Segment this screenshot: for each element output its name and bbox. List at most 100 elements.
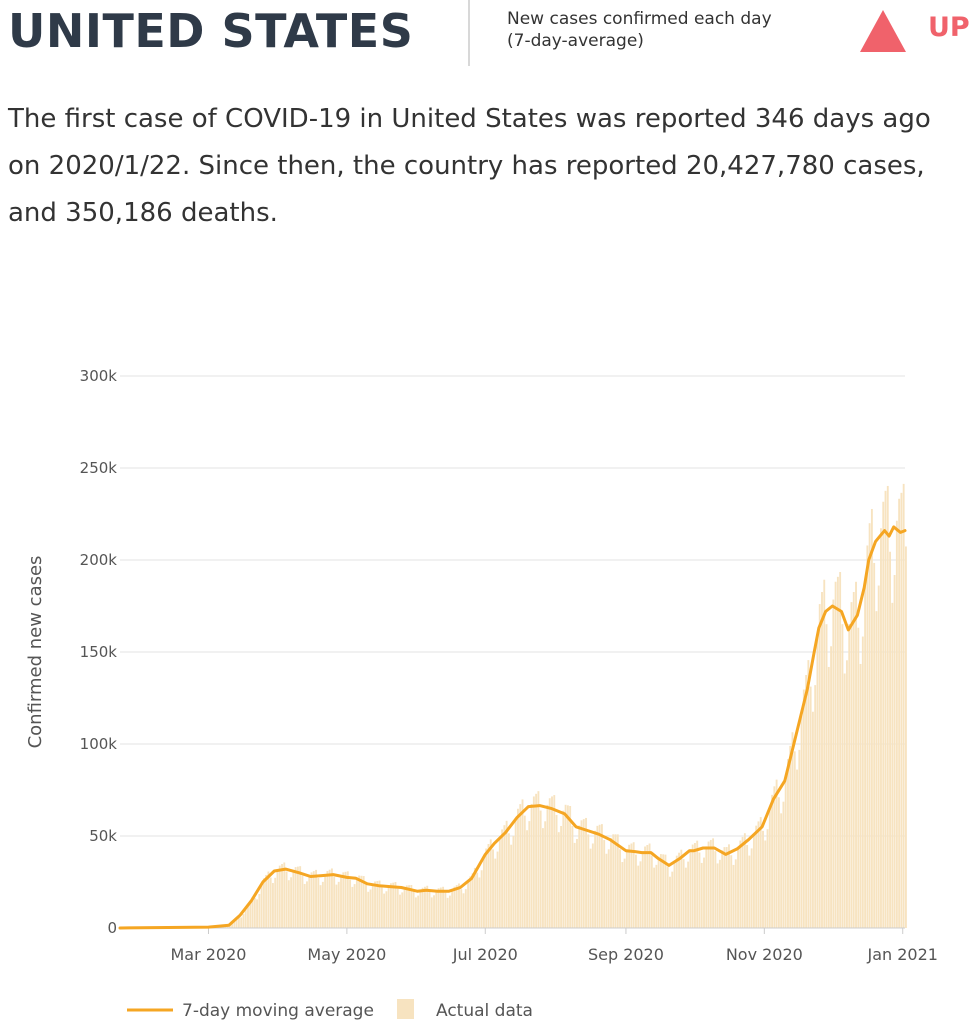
- actual-data-bar: [528, 821, 531, 928]
- actual-data-bar: [324, 874, 327, 928]
- actual-data-bar: [553, 795, 556, 928]
- actual-data-bar: [306, 881, 308, 928]
- actual-data-bar: [848, 623, 851, 928]
- actual-data-bar: [784, 777, 787, 928]
- summary-text: The first case of COVID-19 in United Sta…: [8, 104, 931, 228]
- actual-data-bar: [358, 875, 361, 928]
- actual-data-bar: [886, 485, 889, 928]
- actual-data-bar: [734, 859, 737, 928]
- actual-data-bar: [489, 839, 492, 928]
- actual-data-bar: [478, 877, 481, 928]
- actual-data-bar: [258, 893, 261, 928]
- actual-data-bar: [569, 806, 572, 928]
- actual-data-bar: [641, 851, 644, 928]
- actual-data-bar: [594, 830, 597, 928]
- actual-data-bar: [548, 798, 551, 928]
- actual-data-bar: [680, 849, 683, 928]
- actual-data-bar: [260, 884, 263, 928]
- actual-data-bar: [460, 889, 463, 928]
- actual-data-bar: [600, 824, 603, 928]
- actual-data-bar: [365, 884, 367, 928]
- actual-data-bar: [249, 900, 252, 928]
- actual-data-bar: [866, 545, 869, 928]
- actual-data-bar: [816, 634, 819, 928]
- actual-data-bar: [596, 825, 599, 928]
- actual-data-bar: [671, 871, 674, 928]
- actual-data-bar: [269, 877, 272, 928]
- actual-data-bar: [696, 840, 699, 928]
- actual-data-bar: [242, 914, 245, 928]
- actual-data-bar: [762, 830, 764, 928]
- actual-data-bar: [421, 887, 424, 928]
- actual-data-bar: [494, 858, 497, 928]
- x-tick-label: May 2020: [307, 945, 386, 964]
- actual-data-bar: [483, 856, 485, 928]
- actual-data-bar: [310, 872, 313, 928]
- actual-data-bar: [299, 866, 302, 928]
- actual-data-bar: [294, 867, 297, 928]
- actual-data-bar: [317, 878, 320, 928]
- actual-data-bar: [256, 899, 258, 928]
- actual-data-bar: [635, 854, 637, 928]
- actual-data-bar: [755, 825, 758, 928]
- y-tick-label: 0: [107, 919, 117, 937]
- actual-data-bar: [800, 712, 803, 928]
- actual-data-bar: [737, 847, 739, 928]
- actual-data-bar: [519, 804, 522, 928]
- actual-data-bar: [621, 862, 624, 928]
- x-tick-label: Jan 2021: [866, 945, 937, 964]
- actual-data-bar: [653, 867, 656, 928]
- actual-data-bar: [669, 876, 671, 928]
- actual-data-bar: [700, 862, 703, 928]
- actual-data-bar: [401, 892, 404, 928]
- actual-data-bar: [231, 922, 234, 928]
- actual-data-bar: [855, 581, 857, 928]
- actual-data-bar: [807, 660, 810, 928]
- actual-data-bar: [771, 794, 774, 928]
- actual-data-bar: [272, 883, 274, 928]
- actual-data-bar: [319, 885, 322, 928]
- actual-data-bar: [834, 581, 837, 928]
- actual-data-bar: [330, 868, 333, 928]
- actual-data-bar: [707, 841, 710, 928]
- actual-data-bar: [335, 884, 338, 928]
- actual-data-bar: [650, 855, 653, 928]
- moving-average-line: [118, 525, 907, 930]
- actual-data-bar: [659, 854, 662, 928]
- actual-data-bar: [694, 842, 696, 928]
- actual-data-bar: [544, 821, 547, 928]
- header: UNITED STATES New cases confirmed each d…: [0, 0, 975, 70]
- actual-data-bar: [644, 846, 646, 928]
- actual-data-bar: [342, 872, 345, 928]
- actual-data-bar: [514, 818, 517, 928]
- actual-data-bar: [557, 832, 560, 928]
- actual-data-bar: [664, 854, 667, 928]
- actual-data-bar: [351, 886, 354, 928]
- actual-data-bar: [873, 562, 876, 928]
- actual-data-bar: [864, 580, 867, 928]
- actual-data-bar: [859, 663, 862, 928]
- actual-data-bar: [396, 888, 399, 928]
- actual-data-bar: [725, 847, 728, 928]
- actual-data-bar: [607, 849, 610, 928]
- actual-data-bar: [512, 836, 515, 928]
- actual-data-bar: [714, 851, 717, 928]
- actual-data-bar: [630, 843, 633, 928]
- actual-data-bar: [412, 891, 415, 928]
- actual-data-bar: [712, 838, 715, 928]
- actual-data-bar: [414, 897, 417, 928]
- actual-data-bar: [684, 867, 687, 928]
- header-divider: [468, 0, 470, 66]
- actual-data-bar: [408, 885, 411, 928]
- actual-data-bar: [759, 817, 762, 928]
- actual-data-bar: [467, 881, 469, 928]
- actual-data-bar: [576, 838, 578, 928]
- y-tick-label: 50k: [89, 827, 117, 845]
- actual-data-bar: [573, 842, 576, 928]
- actual-data-bar: [875, 611, 878, 928]
- actual-data-bar: [380, 887, 383, 928]
- actual-data-bar: [296, 866, 299, 928]
- actual-data-bar: [541, 828, 544, 928]
- actual-data-bar: [850, 602, 853, 928]
- y-axis-title: Confirmed new cases: [25, 556, 46, 749]
